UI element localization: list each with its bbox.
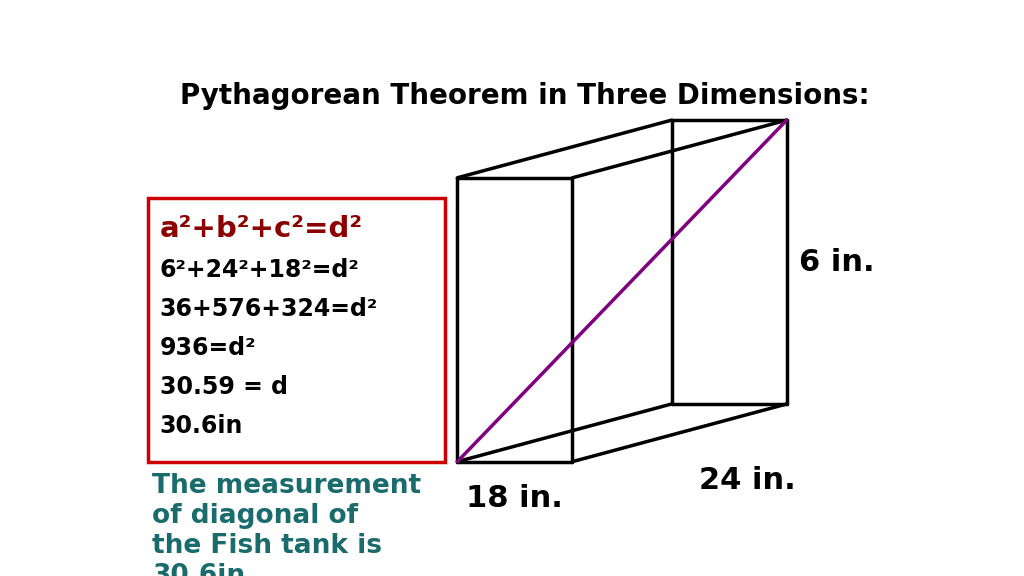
Text: Pythagorean Theorem in Three Dimensions:: Pythagorean Theorem in Three Dimensions: [180, 82, 869, 111]
FancyBboxPatch shape [147, 198, 445, 461]
Text: 936=d²: 936=d² [160, 336, 256, 359]
Text: a²+b²+c²=d²: a²+b²+c²=d² [160, 215, 362, 244]
Text: 24 in.: 24 in. [699, 466, 796, 495]
Text: 6²+24²+18²=d²: 6²+24²+18²=d² [160, 257, 359, 282]
Text: 6 in.: 6 in. [799, 248, 874, 276]
Text: 30.6in: 30.6in [160, 414, 243, 438]
Text: 18 in.: 18 in. [467, 484, 563, 513]
Text: 36+576+324=d²: 36+576+324=d² [160, 297, 378, 321]
Text: 30.59 = d: 30.59 = d [160, 375, 288, 399]
Text: The measurement
of diagonal of
the Fish tank is
30.6in.: The measurement of diagonal of the Fish … [152, 473, 421, 576]
